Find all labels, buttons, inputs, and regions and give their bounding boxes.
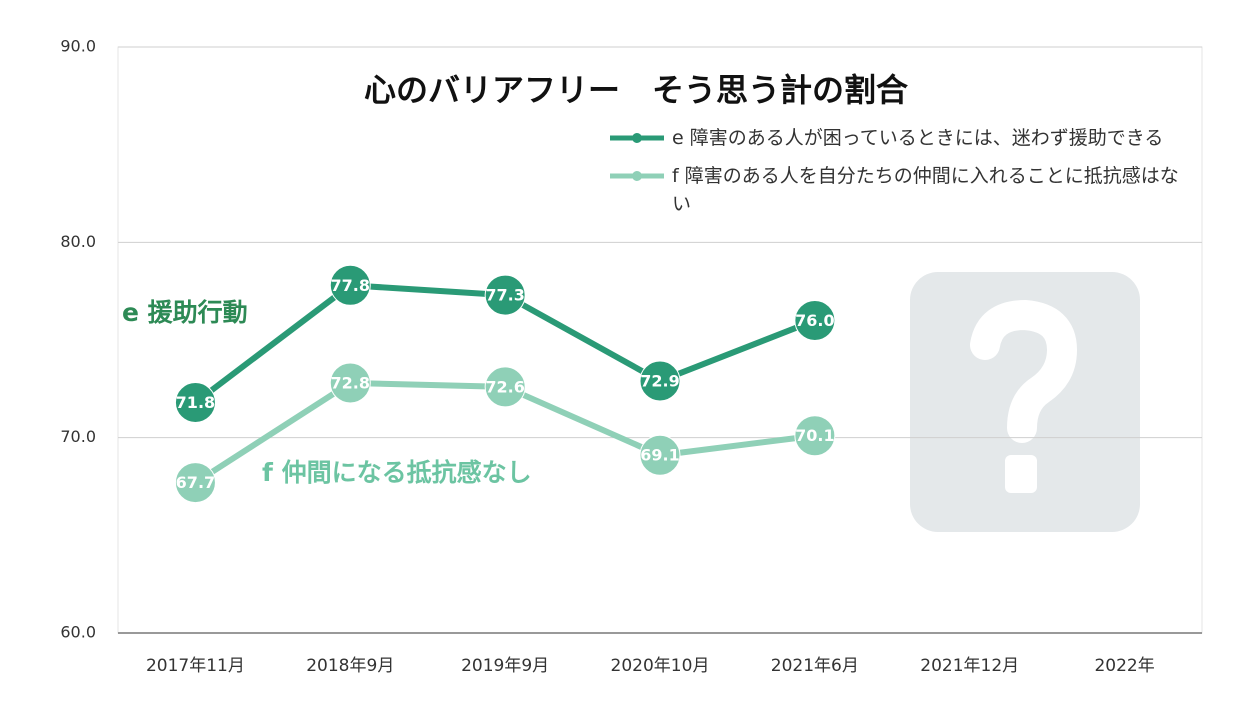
data-label: 77.8: [331, 276, 370, 295]
legend-dot: [632, 133, 642, 143]
point: [484, 366, 526, 408]
x-tick-label: 2019年9月: [461, 656, 549, 676]
data-label: 72.8: [331, 373, 370, 392]
legend: e 障害のある人が困っているときには、迷わず援助できる f 障害のある人を自分たち…: [608, 124, 1193, 228]
legend-item: f 障害のある人を自分たちの仲間に入れることに抵抗感はない: [608, 162, 1193, 218]
legend-dot: [632, 171, 642, 181]
y-tick-label: 80.0: [60, 232, 96, 251]
question-icon: [910, 272, 1140, 532]
point: [484, 274, 526, 316]
x-tick-label: 2022年: [1094, 656, 1154, 676]
x-tick-label: 2021年12月: [920, 656, 1019, 676]
data-label: 72.9: [640, 372, 679, 391]
point: [639, 360, 681, 402]
y-tick-label: 60.0: [60, 623, 96, 642]
y-tick-label: 70.0: [60, 427, 96, 446]
point: [329, 264, 371, 306]
x-tick-label: 2018年9月: [306, 656, 394, 676]
legend-marker: [610, 171, 664, 181]
x-tick-label: 2021年6月: [771, 656, 859, 676]
legend-label: e 障害のある人が困っているときには、迷わず援助できる: [672, 127, 1164, 149]
chart-title: 心のバリアフリー そう思う計の割合: [364, 71, 908, 109]
annotation: e 援助行動: [122, 298, 248, 327]
data-label: 76.0: [795, 311, 834, 330]
annotation: f 仲間になる抵抗感なし: [262, 458, 532, 487]
point: [174, 462, 216, 504]
point: [639, 434, 681, 476]
legend-item: e 障害のある人が困っているときには、迷わず援助できる: [608, 124, 1193, 152]
legend-marker: [610, 133, 664, 143]
y-tick-label: 90.0: [60, 37, 96, 56]
data-label: 67.7: [176, 473, 215, 492]
data-label: 77.3: [485, 286, 524, 305]
data-label: 71.8: [176, 393, 215, 412]
data-label: 69.1: [640, 446, 679, 465]
x-tick-label: 2017年11月: [146, 656, 245, 676]
data-label: 70.1: [795, 426, 834, 445]
point: [174, 382, 216, 424]
point: [794, 299, 836, 341]
point: [329, 362, 371, 404]
point: [794, 415, 836, 457]
data-label: 72.6: [485, 377, 524, 396]
x-tick-label: 2020年10月: [611, 656, 710, 676]
legend-label: f 障害のある人を自分たちの仲間に入れることに抵抗感はない: [672, 165, 1179, 215]
